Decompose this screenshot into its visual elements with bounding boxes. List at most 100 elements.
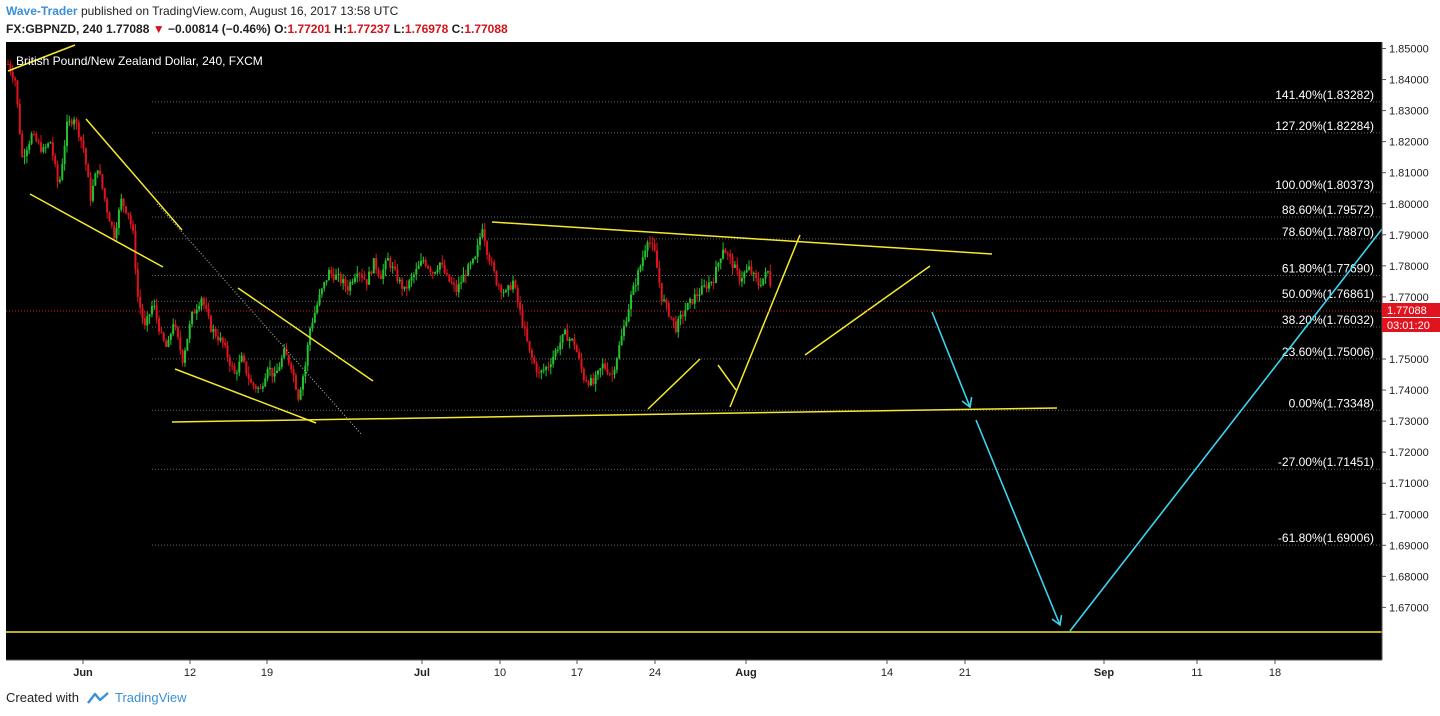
candle-body-240	[573, 338, 576, 346]
candle-body-260	[620, 335, 623, 346]
candle-body-67	[165, 340, 168, 347]
candle-body-161	[386, 258, 389, 261]
candle-body-7	[23, 155, 26, 157]
candle-body-116	[280, 357, 283, 367]
projection-arrowhead-1	[1051, 614, 1063, 627]
candle-body-45	[113, 225, 116, 239]
candle-body-102	[247, 373, 250, 380]
candle-body-3	[14, 78, 17, 81]
candle-body-312	[743, 272, 746, 279]
candle-body-6	[21, 133, 24, 157]
candle-body-298	[710, 281, 713, 283]
candle-body-12	[35, 134, 38, 142]
projection-arrowhead-0	[961, 397, 973, 409]
candle-body-209	[500, 285, 503, 293]
candle-body-79	[193, 311, 196, 314]
candle-body-149	[358, 273, 361, 275]
candle-body-44	[110, 221, 113, 226]
candle-body-144	[346, 286, 349, 291]
candle-body-26	[68, 120, 71, 122]
candle-body-154	[370, 271, 373, 274]
tradingview-logo-icon	[87, 691, 109, 704]
candle-body-155	[372, 258, 375, 274]
candle-body-32	[82, 140, 85, 149]
trendline-0	[7, 44, 76, 72]
candle-body-39	[99, 170, 102, 175]
candle-body-228	[545, 366, 548, 370]
candle-body-40	[101, 174, 104, 189]
candle-body-25	[66, 121, 68, 147]
projection-segment-1	[975, 419, 1061, 626]
candle-body-126	[304, 365, 307, 377]
candle-body-131	[316, 304, 319, 313]
candle-body-120	[290, 363, 293, 370]
y-tick-label-16: 1.69000	[1389, 540, 1429, 552]
price-axis[interactable]	[1382, 42, 1440, 660]
candle-body-11	[32, 133, 35, 135]
candle-body-124	[299, 389, 302, 400]
candle-body-261	[622, 325, 625, 336]
candle-body-89	[217, 336, 220, 341]
candle-body-293	[698, 294, 701, 296]
y-tick-label-15: 1.70000	[1389, 509, 1429, 521]
trendline-9	[729, 234, 801, 408]
candle-body-292	[696, 294, 699, 296]
candle-body-199	[476, 245, 479, 257]
tradingview-link[interactable]: TradingView	[114, 690, 187, 705]
candle-body-310	[738, 270, 741, 282]
candle-body-123	[297, 389, 300, 400]
candle-body-87	[212, 328, 215, 332]
candle-body-206	[493, 262, 496, 272]
candle-body-238	[568, 339, 571, 342]
candle-body-241	[575, 345, 578, 353]
candle-body-188	[450, 281, 453, 284]
x-tick-label-7: Aug	[735, 667, 756, 679]
candle-body-232	[554, 350, 557, 357]
candle-body-103	[250, 379, 253, 383]
candle-body-187	[448, 274, 451, 282]
candle-body-297	[707, 282, 710, 289]
x-tick-label-6: 24	[649, 667, 661, 679]
fib-label-9: 0.00%(1.73348)	[1289, 396, 1374, 410]
candle-body-46	[115, 227, 118, 239]
candle-body-86	[209, 316, 212, 332]
candle-body-105	[254, 385, 257, 389]
candle-body-90	[219, 337, 222, 341]
candle-body-113	[273, 373, 276, 377]
candle-body-111	[268, 367, 271, 370]
candle-body-270	[644, 250, 647, 258]
author-link[interactable]: Wave-Trader	[6, 4, 78, 18]
y-tick-label-4: 1.81000	[1389, 168, 1429, 180]
candle-body-264	[630, 294, 633, 310]
candle-body-61	[150, 306, 153, 315]
candle-body-95	[231, 365, 234, 367]
candle-body-219	[523, 326, 526, 329]
candle-body-179	[429, 268, 432, 273]
candle-body-211	[504, 290, 507, 293]
candle-body-265	[632, 285, 635, 295]
candle-body-84	[205, 304, 208, 309]
candle-body-141	[339, 273, 342, 284]
trendline-3	[174, 368, 317, 424]
candle-body-295	[703, 285, 706, 287]
candle-body-280	[667, 302, 670, 317]
y-tick-label-0: 1.85000	[1389, 44, 1429, 56]
candle-body-20	[54, 155, 57, 165]
candle-body-190	[455, 284, 458, 293]
y-tick-label-18: 1.67000	[1389, 602, 1429, 614]
candle-body-207	[495, 271, 498, 285]
candle-body-194	[464, 274, 467, 276]
candle-body-314	[748, 266, 751, 270]
time-axis[interactable]	[6, 660, 1382, 686]
candle-body-59	[146, 316, 149, 326]
candle-body-168	[403, 286, 406, 289]
candle-body-184	[441, 262, 444, 265]
candle-body-54	[134, 231, 137, 270]
fib-label-5: 61.80%(1.77690)	[1282, 261, 1374, 275]
plot-area[interactable]	[6, 42, 1382, 660]
candle-body-4	[16, 80, 19, 104]
candle-body-60	[148, 314, 151, 317]
candle-body-275	[656, 250, 658, 268]
ohlc-line: FX:GBPNZD, 240 1.77088 ▼ −0.00814 (−0.46…	[6, 22, 508, 36]
